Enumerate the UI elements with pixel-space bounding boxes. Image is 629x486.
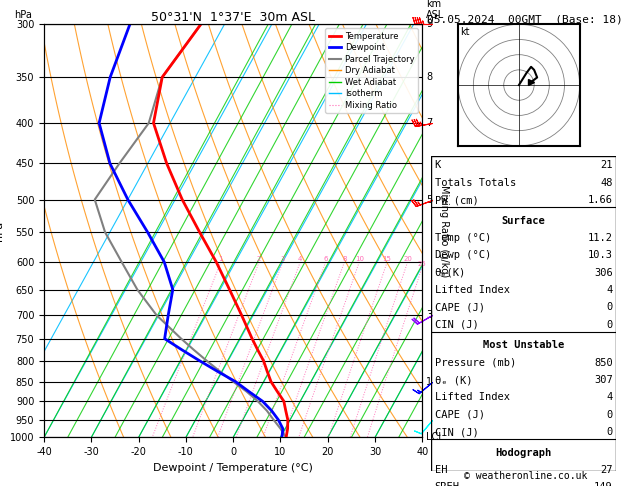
Text: 3: 3: [426, 310, 432, 320]
Text: θₑ(K): θₑ(K): [435, 268, 466, 278]
Text: Dewp (°C): Dewp (°C): [435, 250, 491, 260]
Text: 9: 9: [426, 19, 432, 29]
Text: Lifted Index: Lifted Index: [435, 393, 509, 402]
Text: 0: 0: [606, 410, 613, 420]
X-axis label: Dewpoint / Temperature (°C): Dewpoint / Temperature (°C): [153, 463, 313, 473]
Text: 25: 25: [418, 261, 426, 267]
Text: K: K: [435, 160, 441, 170]
Text: Surface: Surface: [502, 216, 545, 226]
Text: 307: 307: [594, 375, 613, 385]
Text: © weatheronline.co.uk: © weatheronline.co.uk: [464, 471, 587, 481]
Text: hPa: hPa: [14, 10, 31, 20]
Text: 20: 20: [403, 256, 412, 262]
Text: CAPE (J): CAPE (J): [435, 410, 484, 420]
Text: 48: 48: [600, 177, 613, 188]
Text: 3: 3: [281, 256, 285, 262]
Text: 4: 4: [606, 393, 613, 402]
Text: Hodograph: Hodograph: [496, 448, 552, 458]
Text: 5: 5: [426, 194, 432, 205]
Text: 4: 4: [298, 256, 303, 262]
Text: LCL: LCL: [426, 433, 444, 442]
Text: 05.05.2024  00GMT  (Base: 18): 05.05.2024 00GMT (Base: 18): [427, 15, 623, 25]
Text: EH: EH: [435, 465, 447, 475]
Text: CAPE (J): CAPE (J): [435, 302, 484, 312]
Text: 7: 7: [426, 118, 432, 128]
Legend: Temperature, Dewpoint, Parcel Trajectory, Dry Adiabat, Wet Adiabat, Isotherm, Mi: Temperature, Dewpoint, Parcel Trajectory…: [325, 29, 418, 113]
Text: 6: 6: [323, 256, 328, 262]
Text: 850: 850: [594, 358, 613, 368]
Text: 1: 1: [426, 377, 432, 387]
Text: km
ASL: km ASL: [426, 0, 444, 20]
Text: kt: kt: [460, 27, 469, 37]
Text: 10.3: 10.3: [587, 250, 613, 260]
Title: 50°31'N  1°37'E  30m ASL: 50°31'N 1°37'E 30m ASL: [151, 11, 315, 24]
Text: 2: 2: [257, 256, 261, 262]
Text: 149: 149: [594, 483, 613, 486]
Text: 8: 8: [342, 256, 347, 262]
Text: Most Unstable: Most Unstable: [483, 340, 564, 350]
Text: 11.2: 11.2: [587, 233, 613, 243]
Text: CIN (J): CIN (J): [435, 427, 478, 437]
Text: 0: 0: [606, 427, 613, 437]
Text: 4: 4: [606, 285, 613, 295]
Text: 306: 306: [594, 268, 613, 278]
Text: Temp (°C): Temp (°C): [435, 233, 491, 243]
Text: 27: 27: [600, 465, 613, 475]
Text: 10: 10: [355, 256, 364, 262]
Y-axis label: Mixing Ratio (g/kg): Mixing Ratio (g/kg): [439, 185, 449, 277]
Text: 1: 1: [218, 256, 223, 262]
Text: θₑ (K): θₑ (K): [435, 375, 472, 385]
Text: Totals Totals: Totals Totals: [435, 177, 516, 188]
Text: PW (cm): PW (cm): [435, 195, 478, 205]
Text: Lifted Index: Lifted Index: [435, 285, 509, 295]
Text: SREH: SREH: [435, 483, 460, 486]
Text: 15: 15: [382, 256, 392, 262]
Text: 0: 0: [606, 302, 613, 312]
Text: 1.66: 1.66: [587, 195, 613, 205]
Text: Pressure (mb): Pressure (mb): [435, 358, 516, 368]
Text: 21: 21: [600, 160, 613, 170]
Text: CIN (J): CIN (J): [435, 320, 478, 330]
Text: 8: 8: [426, 72, 432, 82]
Y-axis label: hPa: hPa: [0, 221, 4, 241]
Text: 0: 0: [606, 320, 613, 330]
